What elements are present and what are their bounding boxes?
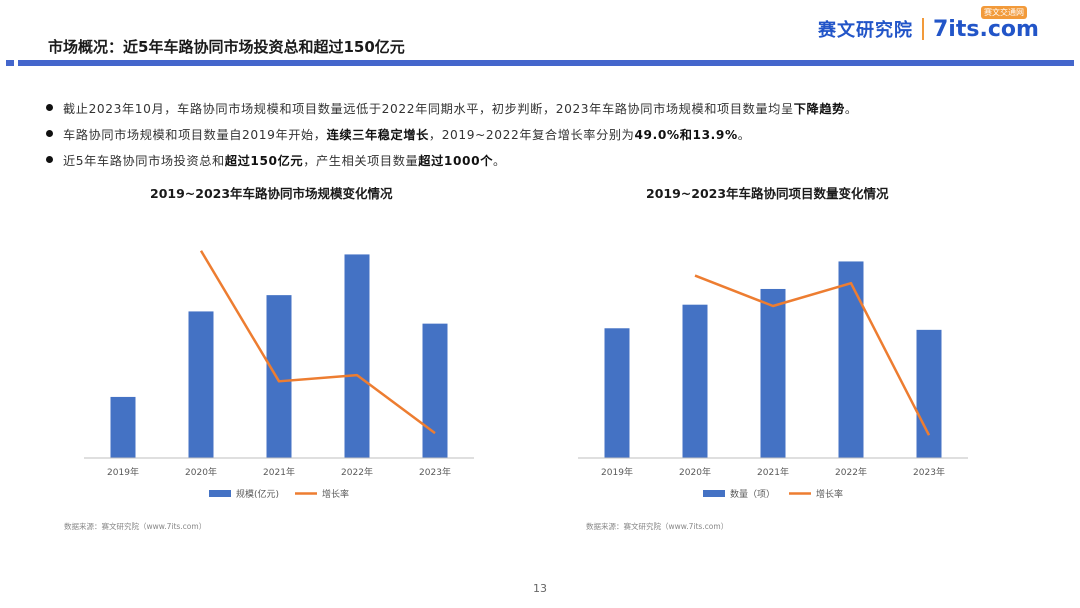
brand-logo: 赛文研究院 7its.com 赛文交通网 — [818, 5, 1080, 44]
x-tick-label: 2022年 — [341, 466, 373, 478]
header-divider — [18, 60, 1074, 66]
legend-label-line: 增长率 — [816, 488, 843, 500]
x-tick-label: 2023年 — [913, 466, 945, 478]
bullet-text: 近5年车路协同市场投资总和超过150亿元，产生相关项目数量超过1000个。 — [63, 154, 506, 168]
bar-1 — [682, 304, 708, 458]
x-tick-label: 2022年 — [835, 466, 867, 478]
bullet-item: 车路协同市场规模和项目数量自2019年开始，连续三年稳定增长，2019~2022… — [46, 122, 1056, 148]
page-title: 市场概况：近5年车路协同市场投资总和超过150亿元 — [48, 38, 405, 56]
bar-1 — [188, 311, 214, 458]
bullet-dot — [46, 104, 53, 111]
growth-line — [694, 274, 931, 436]
bullet-dot — [46, 156, 53, 163]
chart-title-market-size: 2019~2023年车路协同市场规模变化情况 — [150, 186, 393, 201]
legend-label-bar: 规模(亿元) — [236, 488, 279, 500]
chart-title-project-count: 2019~2023年车路协同项目数量变化情况 — [646, 186, 889, 201]
x-tick-label: 2019年 — [601, 466, 633, 478]
header-bar-accent — [6, 60, 14, 66]
x-tick-label: 2021年 — [757, 466, 789, 478]
legend-swatch-bar — [209, 490, 231, 497]
chart-source-project-count: 数据来源：赛文研究院（www.7its.com） — [586, 522, 729, 531]
x-tick-label: 2021年 — [263, 466, 295, 478]
bar-2 — [760, 288, 786, 458]
x-tick-label: 2020年 — [679, 466, 711, 478]
bar-3 — [838, 261, 864, 458]
logo-text-en: 7its.com 赛文交通网 — [933, 5, 1039, 42]
bar-2 — [266, 295, 292, 458]
summary-bullets: 截止2023年10月，车路协同市场规模和项目数量远低于2022年同期水平，初步判… — [46, 96, 1056, 174]
bullet-item: 截止2023年10月，车路协同市场规模和项目数量远低于2022年同期水平，初步判… — [46, 96, 1056, 122]
legend-swatch-bar — [703, 490, 725, 497]
legend-label-bar: 数量（项） — [730, 488, 775, 500]
bullet-item: 近5年车路协同市场投资总和超过150亿元，产生相关项目数量超过1000个。 — [46, 148, 1056, 174]
bar-3 — [344, 254, 370, 458]
chart-source-market-size: 数据来源：赛文研究院（www.7its.com） — [64, 522, 207, 531]
page-number: 13 — [533, 582, 547, 595]
logo-badge: 赛文交通网 — [981, 5, 1027, 19]
bar-4 — [916, 329, 942, 458]
logo-text-cn: 赛文研究院 — [818, 20, 913, 41]
bullet-text: 车路协同市场规模和项目数量自2019年开始，连续三年稳定增长，2019~2022… — [63, 128, 751, 142]
bullet-text: 截止2023年10月，车路协同市场规模和项目数量远低于2022年同期水平，初步判… — [63, 102, 858, 116]
x-tick-label: 2023年 — [419, 466, 451, 478]
bar-4 — [422, 323, 448, 458]
x-tick-label: 2020年 — [185, 466, 217, 478]
bar-0 — [604, 328, 630, 458]
x-tick-label: 2019年 — [107, 466, 139, 478]
bar-0 — [110, 396, 136, 458]
growth-line — [199, 250, 436, 435]
bullet-dot — [46, 130, 53, 137]
logo-separator — [922, 18, 924, 40]
legend-label-line: 增长率 — [322, 488, 349, 500]
